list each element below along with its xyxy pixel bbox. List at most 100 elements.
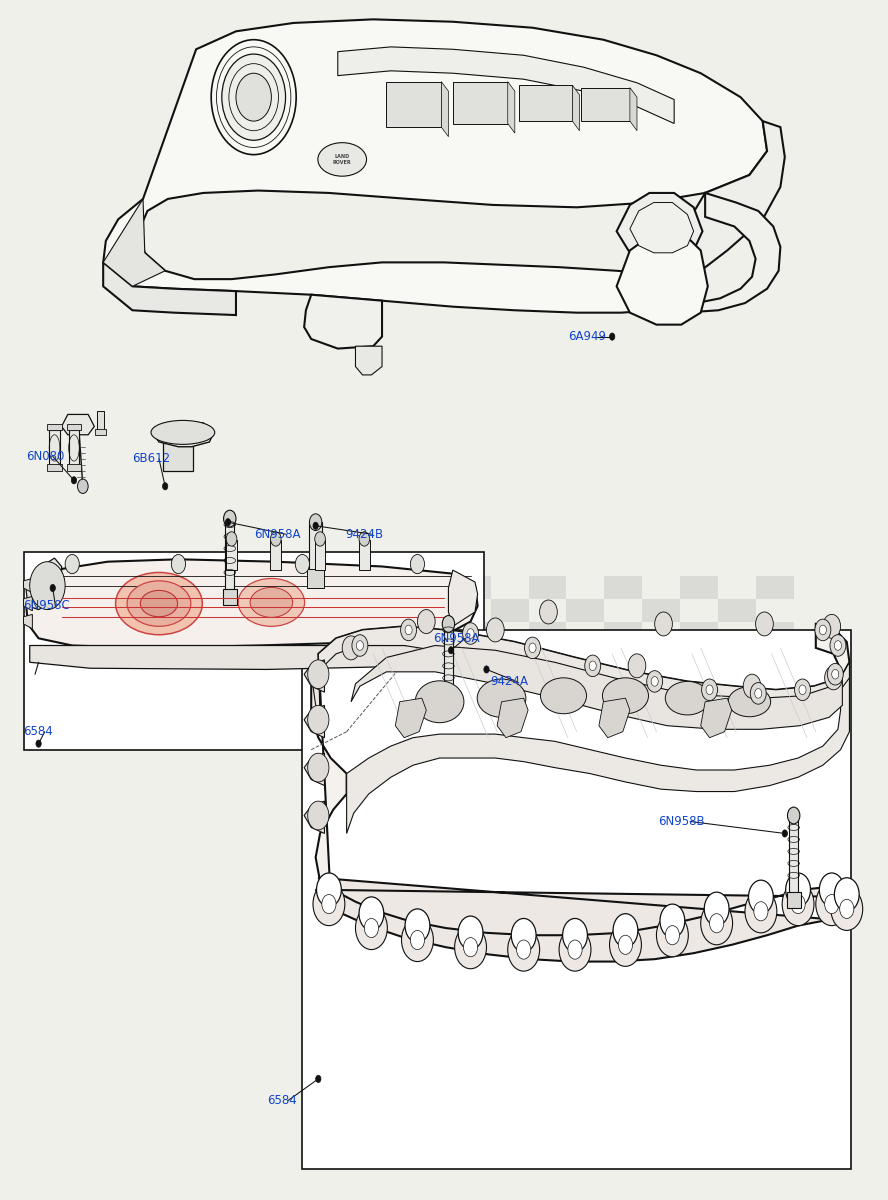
- Polygon shape: [313, 626, 850, 720]
- Bar: [441, 695, 456, 710]
- Circle shape: [756, 612, 773, 636]
- Circle shape: [755, 689, 762, 698]
- Ellipse shape: [250, 588, 293, 617]
- Circle shape: [799, 685, 806, 695]
- Polygon shape: [386, 82, 441, 127]
- Bar: [271, 540, 281, 570]
- Bar: [491, 691, 528, 714]
- Circle shape: [356, 641, 363, 650]
- Circle shape: [791, 894, 805, 913]
- Circle shape: [820, 625, 827, 635]
- Polygon shape: [304, 660, 324, 692]
- Polygon shape: [304, 754, 324, 786]
- Bar: [528, 714, 567, 738]
- Bar: [756, 668, 794, 691]
- Bar: [95, 428, 106, 434]
- Circle shape: [71, 476, 76, 484]
- Circle shape: [628, 654, 646, 678]
- Polygon shape: [23, 578, 32, 593]
- Polygon shape: [616, 232, 708, 325]
- Ellipse shape: [541, 678, 586, 714]
- Circle shape: [359, 896, 384, 930]
- Text: 6N958C: 6N958C: [23, 600, 70, 612]
- Circle shape: [788, 808, 800, 824]
- Bar: [49, 430, 59, 466]
- Circle shape: [309, 514, 321, 530]
- Bar: [605, 668, 642, 691]
- Circle shape: [211, 40, 297, 155]
- Polygon shape: [29, 646, 478, 670]
- Bar: [567, 691, 605, 714]
- Polygon shape: [351, 646, 843, 730]
- Polygon shape: [23, 614, 32, 629]
- Ellipse shape: [115, 572, 202, 635]
- Bar: [47, 424, 61, 430]
- Circle shape: [701, 901, 733, 944]
- Polygon shape: [103, 19, 767, 313]
- Bar: [453, 576, 491, 599]
- Circle shape: [828, 664, 844, 685]
- Polygon shape: [152, 422, 214, 446]
- Ellipse shape: [728, 686, 771, 716]
- Circle shape: [660, 904, 685, 937]
- Circle shape: [400, 619, 416, 641]
- Circle shape: [609, 923, 641, 966]
- Circle shape: [271, 532, 281, 546]
- Polygon shape: [701, 698, 732, 738]
- Polygon shape: [304, 706, 324, 738]
- Circle shape: [835, 877, 860, 911]
- Circle shape: [613, 913, 638, 947]
- Polygon shape: [304, 295, 382, 348]
- Ellipse shape: [151, 420, 215, 444]
- Bar: [67, 463, 81, 470]
- Bar: [680, 714, 718, 738]
- Circle shape: [745, 889, 777, 932]
- Polygon shape: [599, 698, 630, 738]
- Circle shape: [313, 522, 318, 529]
- Polygon shape: [630, 88, 637, 131]
- Circle shape: [442, 616, 455, 632]
- Circle shape: [654, 612, 672, 636]
- Text: 9424A: 9424A: [490, 674, 528, 688]
- Circle shape: [511, 918, 536, 952]
- Polygon shape: [448, 570, 478, 626]
- Bar: [226, 540, 237, 570]
- Polygon shape: [61, 414, 94, 434]
- Circle shape: [316, 872, 341, 906]
- Circle shape: [458, 916, 483, 949]
- Ellipse shape: [477, 679, 526, 718]
- Circle shape: [743, 674, 761, 698]
- Circle shape: [830, 635, 846, 656]
- Bar: [605, 623, 642, 646]
- Circle shape: [359, 532, 369, 546]
- Polygon shape: [315, 877, 850, 961]
- Bar: [303, 630, 852, 1169]
- Bar: [718, 691, 756, 714]
- Circle shape: [29, 562, 65, 610]
- Circle shape: [525, 637, 541, 659]
- Ellipse shape: [416, 680, 464, 722]
- Bar: [359, 540, 369, 570]
- Bar: [223, 589, 237, 605]
- Text: 6584: 6584: [23, 725, 53, 738]
- Bar: [642, 599, 680, 623]
- Circle shape: [710, 913, 724, 932]
- Circle shape: [816, 882, 848, 925]
- Bar: [789, 816, 798, 893]
- Circle shape: [464, 937, 478, 956]
- Bar: [453, 623, 491, 646]
- Circle shape: [825, 666, 843, 690]
- Text: 6584: 6584: [267, 1094, 297, 1106]
- Circle shape: [50, 584, 55, 592]
- Circle shape: [401, 918, 433, 961]
- Circle shape: [540, 600, 558, 624]
- Circle shape: [825, 894, 839, 913]
- Bar: [491, 599, 528, 623]
- Circle shape: [749, 880, 773, 913]
- Circle shape: [782, 830, 788, 838]
- Circle shape: [832, 670, 839, 679]
- Bar: [605, 714, 642, 738]
- Bar: [756, 623, 794, 646]
- Polygon shape: [355, 346, 382, 374]
- Circle shape: [665, 925, 679, 944]
